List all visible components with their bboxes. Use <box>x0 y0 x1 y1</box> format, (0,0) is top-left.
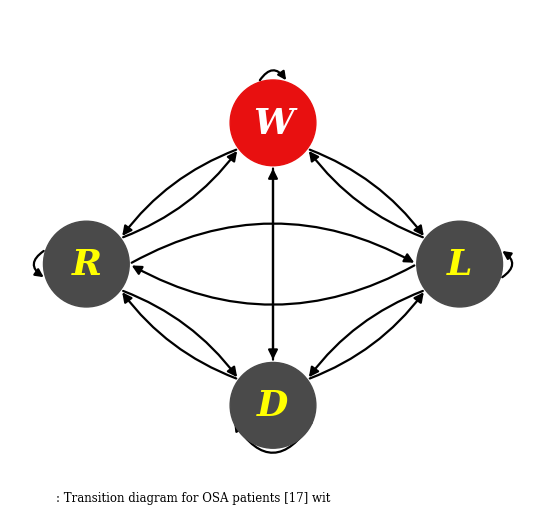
FancyArrowPatch shape <box>269 169 277 357</box>
Text: W: W <box>253 106 293 140</box>
Circle shape <box>44 222 129 307</box>
FancyArrowPatch shape <box>124 295 236 379</box>
Text: L: L <box>447 247 472 281</box>
Text: R: R <box>72 247 102 281</box>
FancyArrowPatch shape <box>124 150 236 235</box>
FancyArrowPatch shape <box>310 150 422 235</box>
FancyArrowPatch shape <box>134 266 414 305</box>
FancyArrowPatch shape <box>310 295 422 379</box>
Circle shape <box>230 81 316 166</box>
FancyArrowPatch shape <box>235 422 312 453</box>
Circle shape <box>417 222 502 307</box>
FancyArrowPatch shape <box>310 291 423 376</box>
Text: D: D <box>257 388 289 422</box>
FancyArrowPatch shape <box>123 154 236 238</box>
FancyArrowPatch shape <box>132 224 412 263</box>
FancyArrowPatch shape <box>502 253 512 278</box>
FancyArrowPatch shape <box>260 71 284 81</box>
Text: : Transition diagram for OSA patients [17] wit: : Transition diagram for OSA patients [1… <box>56 491 330 504</box>
Circle shape <box>230 363 316 448</box>
FancyArrowPatch shape <box>310 154 423 238</box>
FancyArrowPatch shape <box>123 291 236 376</box>
FancyArrowPatch shape <box>269 172 277 360</box>
FancyArrowPatch shape <box>34 251 44 276</box>
